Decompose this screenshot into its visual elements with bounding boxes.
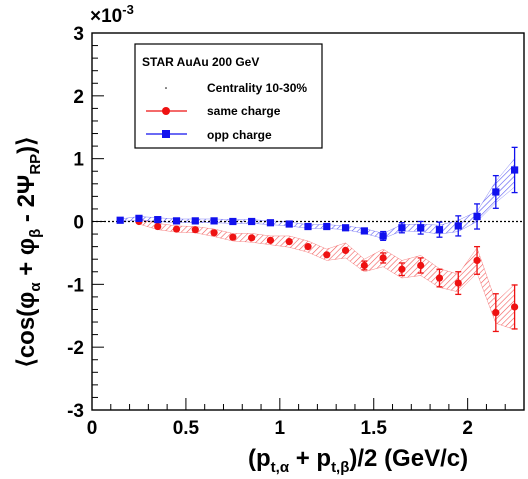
opp-charge-point [229,217,237,226]
same-charge-point [191,226,199,234]
x-axis-label: (pt,α + pt,β)/2 (GeV/c) [248,445,468,476]
opp-charge-point [191,217,199,225]
opp-charge-point [172,217,181,225]
legend-title: STAR AuAu 200 GeV [142,55,259,69]
legend-entry-centrality: Centrality 10-30% [207,81,307,95]
opp-charge-point [417,224,425,232]
x-tick-label: 2 [462,418,473,439]
opp-charge-point [135,214,143,222]
legend-same-charge-marker [162,107,170,115]
opp-charge-point [266,219,275,227]
y-tick-label: 3 [73,24,84,45]
same-charge-point [172,225,181,233]
legend-entry-opp-charge: opp charge [207,128,272,142]
same-charge-point [379,254,387,262]
opp-charge-point [248,217,256,226]
legend: STAR AuAu 200 GeV Centrality 10-30% same… [134,43,323,149]
opp-charge-point [154,216,162,224]
x-tick-label: 1 [275,418,286,439]
same-charge-point [511,303,519,311]
y-tick-label: 0 [73,213,84,234]
x-tick-label: 0.5 [173,418,200,439]
opp-charge-point [341,224,350,232]
legend-centrality-marker [165,87,167,89]
opp-charge-point [304,222,312,231]
same-charge-point [323,251,331,259]
same-charge-point [473,256,481,265]
opp-charge-point [398,224,406,232]
opp-charge-point [473,212,481,221]
same-charge-point [304,243,312,251]
y-exponent-power: -3 [122,2,134,17]
same-charge-point [154,222,162,231]
opp-charge-point [210,217,218,225]
opp-charge-point [492,188,500,196]
same-charge-point [454,279,462,287]
x-tick-label: 1.5 [361,418,388,439]
same-charge-point [398,265,406,273]
y-axis-label: ⟨cos(φα + φβ - 2ΨRP)⟩ [13,136,44,367]
y-tick-label: -1 [67,275,84,296]
same-charge-point [341,246,350,255]
same-charge-point [229,233,237,241]
legend-opp-charge-marker [162,130,170,138]
opp-charge-point [454,222,462,230]
same-charge-point [248,234,256,242]
opp-charge-point [379,232,387,240]
same-charge-point [210,229,218,237]
same-charge-point [435,274,444,282]
opp-charge-point [285,220,293,228]
opp-charge-point [360,227,368,235]
y-tick-label: 1 [73,150,84,171]
same-charge-point [492,309,500,317]
opp-charge-point [323,222,331,231]
opp-charge-point [116,216,124,224]
y-tick-label: -3 [67,401,84,422]
x-tick-label: 0 [87,418,98,439]
opp-charge-point [435,226,444,234]
data-series [116,146,519,333]
same-charge-point [360,261,368,270]
systematic-bands [119,157,515,330]
same-charge-point [417,261,425,270]
axis-ticks: 0 0.5 1 1.5 2 -3 -2 -1 0 1 2 3 [67,24,525,439]
legend-entry-same-charge: same charge [207,104,281,118]
opp-charge-point [511,166,519,174]
y-exponent: ×10-3 [90,2,134,27]
same-charge-point [266,236,275,244]
y-tick-label: -2 [67,338,84,359]
y-tick-label: 2 [73,87,84,108]
same-charge-point [285,238,293,246]
